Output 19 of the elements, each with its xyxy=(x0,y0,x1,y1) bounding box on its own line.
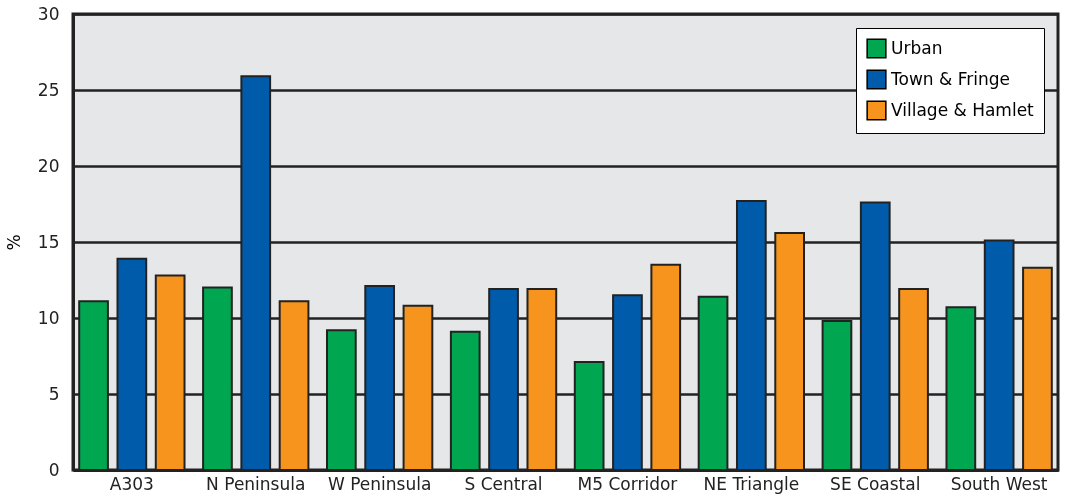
y-tick-label: 20 xyxy=(37,155,60,176)
y-tick-label: 0 xyxy=(48,459,60,480)
y-tick-label: 5 xyxy=(48,383,60,404)
x-tick-label: S Central xyxy=(464,473,543,494)
x-tick-label: South West xyxy=(950,473,1048,494)
y-tick-label: 15 xyxy=(37,231,60,252)
y-axis-title: % xyxy=(3,234,24,251)
y-tick-label: 10 xyxy=(37,307,60,328)
x-tick-label: W Peninsula xyxy=(327,473,432,494)
x-tick-label: N Peninsula xyxy=(206,473,306,494)
x-tick-label: M5 Corridor xyxy=(577,473,678,494)
legend-label: Town & Fringe xyxy=(890,68,1010,89)
y-tick-label: 30 xyxy=(37,3,60,24)
x-tick-label: NE Triangle xyxy=(703,473,800,494)
legend-label: Village & Hamlet xyxy=(891,99,1035,120)
x-tick-label: SE Coastal xyxy=(830,473,921,494)
x-tick-label: A303 xyxy=(109,473,154,494)
legend-label: Urban xyxy=(891,37,943,58)
y-tick-label: 25 xyxy=(37,79,60,100)
